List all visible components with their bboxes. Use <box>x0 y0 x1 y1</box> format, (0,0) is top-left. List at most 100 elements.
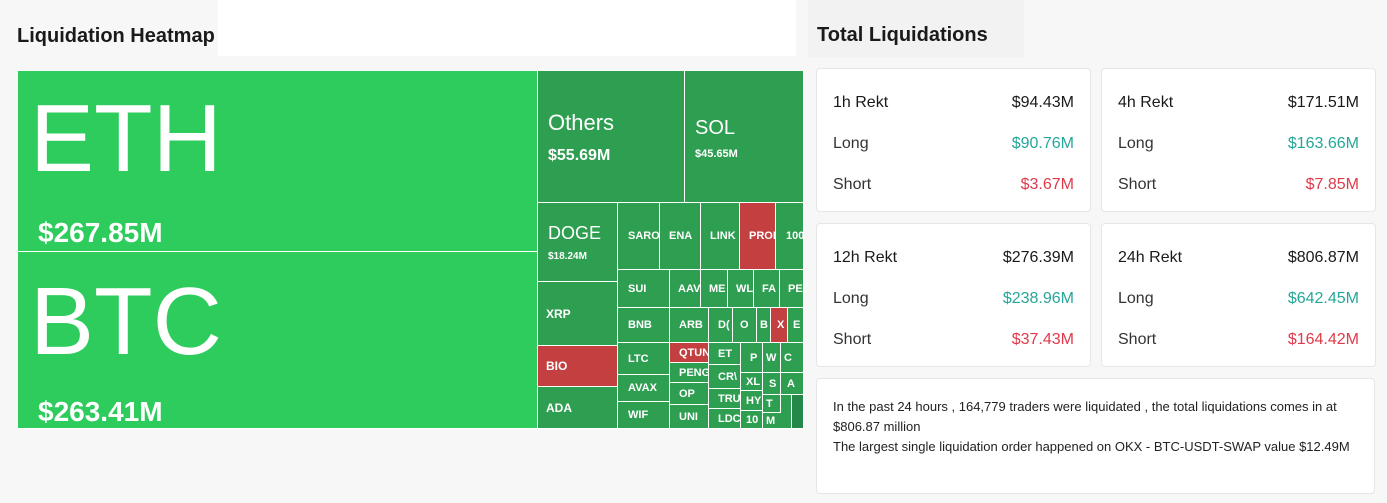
tile-me[interactable]: ME <box>701 270 728 308</box>
tile-100[interactable]: 100 <box>776 203 804 270</box>
tile-10-symbol: 10 <box>746 413 759 426</box>
tile-hy-symbol: HY <box>746 394 762 407</box>
tile-wl[interactable]: WL <box>728 270 754 308</box>
tile-bnb-symbol: BNB <box>628 319 652 331</box>
tile-others[interactable]: Others $55.69M <box>538 71 685 203</box>
liquidation-summary: In the past 24 hours , 164,779 traders w… <box>816 378 1375 494</box>
tile-proi[interactable]: PROI <box>740 203 776 270</box>
tile-et[interactable]: ET <box>709 343 741 365</box>
tile-avax[interactable]: AVAX <box>618 375 670 402</box>
tile-fa-symbol: FA <box>762 282 777 295</box>
tile-o-symbol: O <box>740 319 749 331</box>
tile-b[interactable]: B <box>757 308 771 343</box>
tile-xl-symbol: XL <box>746 375 761 388</box>
tile-s[interactable]: S <box>763 373 781 395</box>
tile-arb[interactable]: ARB <box>670 308 709 343</box>
tile-doge-value: $18.24M <box>548 251 587 262</box>
period-label: 24h Rekt <box>1118 249 1183 266</box>
tile-btc[interactable]: BTC $263.41M <box>18 252 538 429</box>
tile-d[interactable]: D( <box>709 308 733 343</box>
tile-sui[interactable]: SUI <box>618 270 670 308</box>
tile-cr-symbol: CR\ <box>718 370 737 383</box>
tile-w[interactable]: W <box>763 343 781 373</box>
tile-sui-symbol: SUI <box>628 282 647 295</box>
tile-a[interactable]: A <box>781 373 804 395</box>
tile-a-symbol: A <box>787 377 795 390</box>
tile-c[interactable]: C <box>781 343 804 373</box>
tile-sol-value: $45.65M <box>695 148 738 160</box>
period-total: $806.87M <box>1287 249 1359 266</box>
tile-saro[interactable]: SARO <box>618 203 660 270</box>
tile-tiny-2[interactable] <box>792 395 804 429</box>
tile-fa[interactable]: FA <box>754 270 780 308</box>
tile-doge-symbol: DOGE <box>548 223 602 243</box>
tile-xl[interactable]: XL <box>741 373 763 391</box>
heatmap-title-band-extension <box>218 0 796 56</box>
tile-doge[interactable]: DOGE $18.24M <box>538 203 618 282</box>
long-value: $642.45M <box>1287 290 1359 307</box>
short-label: Short <box>833 331 872 348</box>
tile-x[interactable]: X <box>771 308 788 343</box>
tile-xrp[interactable]: XRP <box>538 282 618 346</box>
tile-bio-symbol: BIO <box>546 359 568 373</box>
tile-sol-symbol: SOL <box>695 117 736 139</box>
tile-o[interactable]: O <box>733 308 757 343</box>
tile-link[interactable]: LINK <box>701 203 740 270</box>
tile-tru-symbol: TRU <box>718 392 741 405</box>
tile-pe[interactable]: PE <box>780 270 804 308</box>
tile-ada[interactable]: ADA <box>538 387 618 429</box>
tile-peng-symbol: PENG <box>679 366 709 379</box>
tile-wl-symbol: WL <box>736 282 754 295</box>
tile-p[interactable]: P <box>741 343 763 373</box>
tile-ltc[interactable]: LTC <box>618 343 670 375</box>
tile-wif[interactable]: WIF <box>618 402 670 429</box>
short-value: $164.42M <box>1287 331 1359 348</box>
tile-bnb[interactable]: BNB <box>618 308 670 343</box>
tile-eth-value: $267.85M <box>38 217 163 248</box>
tile-m[interactable]: M <box>763 413 783 429</box>
totals-title-band <box>808 0 1024 58</box>
long-value: $238.96M <box>1002 290 1074 307</box>
tile-bio[interactable]: BIO <box>538 346 618 387</box>
long-label: Long <box>833 290 869 307</box>
totals-card-1h: 1h Rekt $94.43M Long $90.76M Short $3.67M <box>816 68 1091 212</box>
tile-ldc[interactable]: LDC <box>709 409 741 429</box>
tile-saro-symbol: SARO <box>628 230 660 242</box>
tile-tru[interactable]: TRU <box>709 389 741 409</box>
tile-eth[interactable]: ETH $267.85M <box>18 71 538 252</box>
tile-sol[interactable]: SOL $45.65M <box>685 71 804 203</box>
tile-e[interactable]: E <box>788 308 804 343</box>
tile-ltc-symbol: LTC <box>628 352 649 365</box>
tile-et-symbol: ET <box>718 347 733 360</box>
tile-s-symbol: S <box>769 377 777 390</box>
tile-pe-symbol: PE <box>788 282 803 295</box>
tile-100-symbol: 100 <box>786 230 804 242</box>
tile-cr[interactable]: CR\ <box>709 365 741 389</box>
tile-eth-symbol: ETH <box>30 85 222 192</box>
tile-me-symbol: ME <box>709 282 726 295</box>
tile-proi-symbol: PROI <box>749 230 776 242</box>
tile-btc-symbol: BTC <box>30 268 222 375</box>
tile-peng[interactable]: PENG <box>670 363 709 383</box>
tile-uni[interactable]: UNI <box>670 405 709 429</box>
short-label: Short <box>833 176 872 193</box>
short-label: Short <box>1118 176 1157 193</box>
totals-card-24h: 24h Rekt $806.87M Long $642.45M Short $164.… <box>1101 223 1376 367</box>
tile-others-value: $55.69M <box>548 147 611 164</box>
tile-10[interactable]: 10 <box>741 411 763 429</box>
period-total: $171.51M <box>1287 94 1359 111</box>
tile-ena[interactable]: ENA <box>660 203 701 270</box>
tile-aav[interactable]: AAV <box>670 270 701 308</box>
period-label: 1h Rekt <box>833 94 889 111</box>
tile-hy[interactable]: HY <box>741 391 763 411</box>
tile-link-symbol: LINK <box>710 230 736 242</box>
tile-tiny-1[interactable] <box>781 395 792 429</box>
tile-w-symbol: W <box>766 351 777 364</box>
tile-c-symbol: C <box>784 351 792 364</box>
tile-p-symbol: P <box>750 351 758 364</box>
tile-m-symbol: M <box>766 414 776 427</box>
tile-arb-symbol: ARB <box>679 319 703 331</box>
tile-qtun[interactable]: QTUN <box>670 343 709 363</box>
tile-t[interactable]: T <box>763 395 781 413</box>
tile-op[interactable]: OP <box>670 383 709 405</box>
